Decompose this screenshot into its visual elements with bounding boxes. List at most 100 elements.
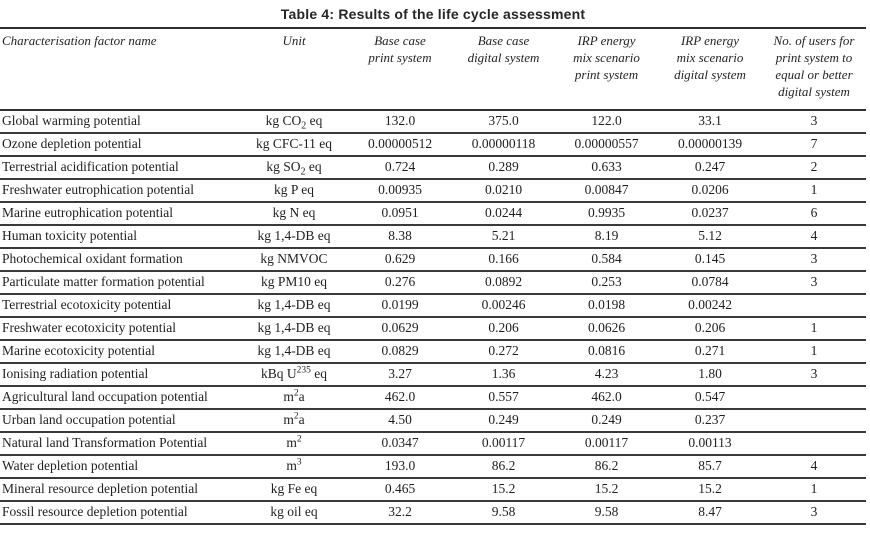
value-cell: 0.0629 — [348, 316, 452, 341]
unit-cell: kBq U235 eq — [240, 362, 348, 387]
value-cell: 0.0951 — [348, 201, 452, 226]
value-cell: 8.19 — [555, 224, 658, 249]
value-cell: 0.0347 — [348, 431, 452, 456]
unit-cell: m2 — [240, 431, 348, 456]
value-cell: 0.0206 — [658, 178, 762, 203]
value-cell: 0.249 — [452, 408, 555, 433]
value-cell: 1.36 — [452, 362, 555, 387]
factor-cell: Particulate matter formation potential — [0, 270, 240, 295]
users-cell — [762, 408, 866, 433]
value-cell: 5.12 — [658, 224, 762, 249]
value-cell: 0.00242 — [658, 293, 762, 318]
users-cell: 1 — [762, 316, 866, 341]
column-header-users: No. of users for print system to equal o… — [762, 27, 866, 111]
table-row: Freshwater eutrophication potential kg P … — [0, 178, 866, 203]
table-row: Global warming potential kg CO2 eq 132.0 37… — [0, 109, 866, 134]
table-row: Freshwater ecotoxicity potential kg 1,4-D… — [0, 316, 866, 341]
table-row: Agricultural land occupation potential m2… — [0, 385, 866, 410]
value-cell: 0.00117 — [555, 431, 658, 456]
value-cell: 132.0 — [348, 109, 452, 134]
value-cell: 0.00847 — [555, 178, 658, 203]
table-row: Human toxicity potential kg 1,4-DB eq 8.38… — [0, 224, 866, 249]
factor-cell: Terrestrial acidification potential — [0, 155, 240, 180]
value-cell: 15.2 — [452, 477, 555, 502]
column-header-base-print: Base case print system — [348, 27, 452, 111]
unit-cell: kg 1,4-DB eq — [240, 339, 348, 364]
table-row: Photochemical oxidant formation kg NMVOC 0… — [0, 247, 866, 272]
column-header-irp-digital: IRP energy mix scenario digital system — [658, 27, 762, 111]
value-cell: 0.289 — [452, 155, 555, 180]
users-cell: 6 — [762, 201, 866, 226]
users-cell: 4 — [762, 454, 866, 479]
value-cell: 85.7 — [658, 454, 762, 479]
table-row: Ionising radiation potential kBq U235 eq 3… — [0, 362, 866, 387]
unit-cell: kg NMVOC — [240, 247, 348, 272]
value-cell: 0.237 — [658, 408, 762, 433]
value-cell: 0.0829 — [348, 339, 452, 364]
unit-cell: kg N eq — [240, 201, 348, 226]
column-header-irp-print: IRP energy mix scenario print system — [555, 27, 658, 111]
factor-cell: Ozone depletion potential — [0, 132, 240, 157]
value-cell: 86.2 — [555, 454, 658, 479]
value-cell: 0.00000139 — [658, 132, 762, 157]
factor-cell: Marine eutrophication potential — [0, 201, 240, 226]
value-cell: 0.145 — [658, 247, 762, 272]
table-row: Urban land occupation potential m2a 4.50 0.… — [0, 408, 866, 433]
factor-cell: Terrestrial ecotoxicity potential — [0, 293, 240, 318]
factor-cell: Mineral resource depletion potential — [0, 477, 240, 502]
value-cell: 9.58 — [555, 500, 658, 525]
table-row: Terrestrial acidification potential kg SO… — [0, 155, 866, 180]
table-row: Fossil resource depletion potential kg oi… — [0, 500, 866, 525]
header-row: Characterisation factor name Unit Base c… — [0, 27, 866, 111]
value-cell: 462.0 — [348, 385, 452, 410]
value-cell: 0.629 — [348, 247, 452, 272]
unit-cell: kg CFC-11 eq — [240, 132, 348, 157]
value-cell: 0.0784 — [658, 270, 762, 295]
value-cell: 0.206 — [452, 316, 555, 341]
value-cell: 0.276 — [348, 270, 452, 295]
value-cell: 86.2 — [452, 454, 555, 479]
value-cell: 0.584 — [555, 247, 658, 272]
value-cell: 15.2 — [555, 477, 658, 502]
value-cell: 122.0 — [555, 109, 658, 134]
value-cell: 4.50 — [348, 408, 452, 433]
value-cell: 0.249 — [555, 408, 658, 433]
value-cell: 0.0816 — [555, 339, 658, 364]
unit-cell: kg Fe eq — [240, 477, 348, 502]
value-cell: 5.21 — [452, 224, 555, 249]
value-cell: 3.27 — [348, 362, 452, 387]
column-header-base-digital: Base case digital system — [452, 27, 555, 111]
value-cell: 0.272 — [452, 339, 555, 364]
value-cell: 375.0 — [452, 109, 555, 134]
value-cell: 0.00000557 — [555, 132, 658, 157]
unit-cell: m3 — [240, 454, 348, 479]
table-row: Marine ecotoxicity potential kg 1,4-DB eq… — [0, 339, 866, 364]
factor-cell: Photochemical oxidant formation — [0, 247, 240, 272]
unit-cell: m2a — [240, 408, 348, 433]
table-title: Table 4: Results of the life cycle asses… — [280, 6, 586, 22]
value-cell: 0.0626 — [555, 316, 658, 341]
value-cell: 0.253 — [555, 270, 658, 295]
value-cell: 0.247 — [658, 155, 762, 180]
users-cell: 4 — [762, 224, 866, 249]
value-cell: 33.1 — [658, 109, 762, 134]
value-cell: 0.166 — [452, 247, 555, 272]
users-cell: 2 — [762, 155, 866, 180]
value-cell: 0.206 — [658, 316, 762, 341]
table-row: Ozone depletion potential kg CFC-11 eq 0.0… — [0, 132, 866, 157]
value-cell: 8.38 — [348, 224, 452, 249]
value-cell: 15.2 — [658, 477, 762, 502]
value-cell: 0.0198 — [555, 293, 658, 318]
table-row: Natural land Transformation Potential m2 0… — [0, 431, 866, 456]
users-cell — [762, 293, 866, 318]
factor-cell: Global warming potential — [0, 109, 240, 134]
factor-cell: Freshwater eutrophication potential — [0, 178, 240, 203]
table-row: Marine eutrophication potential kg N eq 0.… — [0, 201, 866, 226]
table-row: Terrestrial ecotoxicity potential kg 1,4-… — [0, 293, 866, 318]
unit-cell: kg P eq — [240, 178, 348, 203]
column-header-factor: Characterisation factor name — [0, 27, 240, 111]
users-cell: 3 — [762, 109, 866, 134]
users-cell: 1 — [762, 339, 866, 364]
factor-cell: Agricultural land occupation potential — [0, 385, 240, 410]
